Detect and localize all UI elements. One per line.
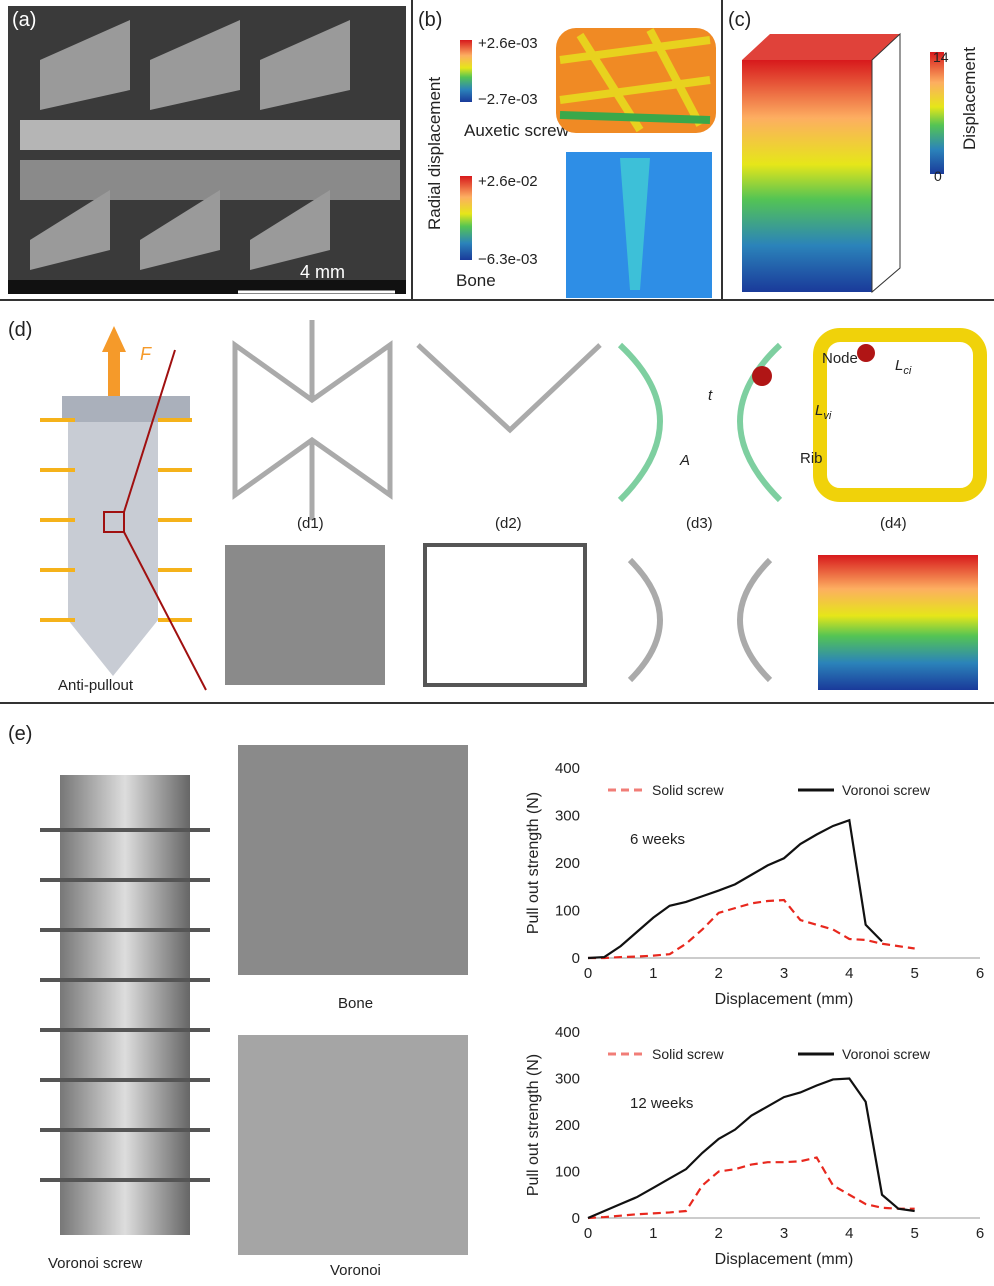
colorbar	[460, 40, 472, 102]
caption: Auxetic screw	[464, 121, 570, 140]
colorbar-min: −6.3e-03	[478, 251, 538, 268]
legend-label: Solid screw	[652, 782, 724, 798]
colorbar-max: 14	[933, 49, 949, 65]
sub-label: (d1)	[297, 515, 324, 532]
x-tick-label: 1	[649, 1225, 657, 1242]
node-marker	[857, 344, 875, 362]
x-tick-label: 6	[976, 965, 984, 982]
sub-label: (d3)	[686, 515, 713, 532]
colorbar-min: 0	[934, 168, 942, 184]
colorbar	[930, 52, 944, 174]
x-tick-label: 4	[845, 965, 853, 982]
screw-tip	[68, 620, 158, 676]
panel-label: (e)	[8, 723, 32, 745]
y-tick-label: 400	[555, 1024, 580, 1041]
panel-label: (d)	[8, 319, 32, 341]
force-arrow-head	[102, 326, 126, 352]
y-tick-label: 100	[555, 903, 580, 920]
x-tick-label: 2	[714, 1225, 722, 1242]
y-tick-label: 0	[572, 950, 580, 967]
y-tick-label: 0	[572, 1210, 580, 1227]
symbol: Lci	[895, 357, 912, 377]
y-axis-label: Pull out strength (N)	[525, 1054, 542, 1196]
symbol: t	[708, 387, 713, 404]
sub-label: (d2)	[495, 515, 522, 532]
x-axis-label: Displacement (mm)	[715, 1251, 854, 1268]
colorbar-max: +2.6e-03	[478, 35, 538, 52]
voronoi-scaffold	[238, 1035, 468, 1255]
symbol: A	[679, 452, 690, 469]
x-tick-label: 3	[780, 1225, 788, 1242]
caption: Voronoi	[330, 1262, 381, 1279]
d3-model	[630, 560, 770, 680]
panel-label: (b)	[418, 9, 442, 31]
d1-model	[225, 545, 385, 685]
caption: Voronoi screw	[48, 1255, 142, 1272]
legend-label: Voronoi screw	[842, 1046, 931, 1062]
x-tick-label: 0	[584, 965, 592, 982]
force-arrow	[108, 350, 120, 396]
y-tick-label: 200	[555, 1117, 580, 1134]
node-marker	[752, 366, 772, 386]
caption: Bone	[338, 995, 373, 1012]
y-axis-label: Pull out strength (N)	[525, 792, 542, 934]
y-tick-label: 400	[555, 760, 580, 777]
caption: Anti-pullout	[58, 677, 134, 694]
x-axis-label: Displacement (mm)	[715, 991, 854, 1008]
y-tick-label: 300	[555, 808, 580, 825]
legend-label: Voronoi screw	[842, 782, 931, 798]
label: Rib	[800, 450, 823, 467]
voronoi-screw-model	[60, 775, 190, 1235]
caption: Bone	[456, 271, 496, 290]
annotation: 12 weeks	[630, 1095, 693, 1112]
panel-label: (a)	[12, 9, 36, 31]
d4-model	[818, 555, 978, 690]
annotation: 6 weeks	[630, 831, 685, 848]
bone-scaffold	[238, 745, 468, 975]
auxetic-screw-model	[556, 28, 716, 133]
label: Node	[822, 350, 858, 367]
panel-label: (c)	[728, 9, 751, 31]
series-line	[588, 1158, 915, 1218]
y-tick-label: 300	[555, 1071, 580, 1088]
y-tick-label: 100	[555, 1164, 580, 1181]
x-tick-label: 5	[910, 1225, 918, 1242]
legend-label: Solid screw	[652, 1046, 724, 1062]
series-line	[588, 900, 915, 958]
lattice-model	[742, 60, 872, 292]
x-tick-label: 3	[780, 965, 788, 982]
d2-model	[425, 545, 585, 685]
colorbar	[460, 176, 472, 260]
figure: 4 mm (a) (b) Radial displacement +2.6e-0…	[0, 0, 994, 1286]
x-tick-label: 1	[649, 965, 657, 982]
colorbar-min: −2.7e-03	[478, 91, 538, 108]
colorbar-title: Displacement	[960, 47, 979, 150]
bounding-box	[872, 34, 900, 292]
x-tick-label: 0	[584, 1225, 592, 1242]
x-tick-label: 2	[714, 965, 722, 982]
colorbar-max: +2.6e-02	[478, 173, 538, 190]
scale-bar-label: 4 mm	[300, 262, 345, 282]
unit-cells	[235, 320, 600, 520]
force-label: F	[140, 344, 152, 364]
x-tick-label: 5	[910, 965, 918, 982]
x-tick-label: 6	[976, 1225, 984, 1242]
x-tick-label: 4	[845, 1225, 853, 1242]
y-tick-label: 200	[555, 855, 580, 872]
axis-title: Radial displacement	[425, 77, 444, 230]
sub-label: (d4)	[880, 515, 907, 532]
